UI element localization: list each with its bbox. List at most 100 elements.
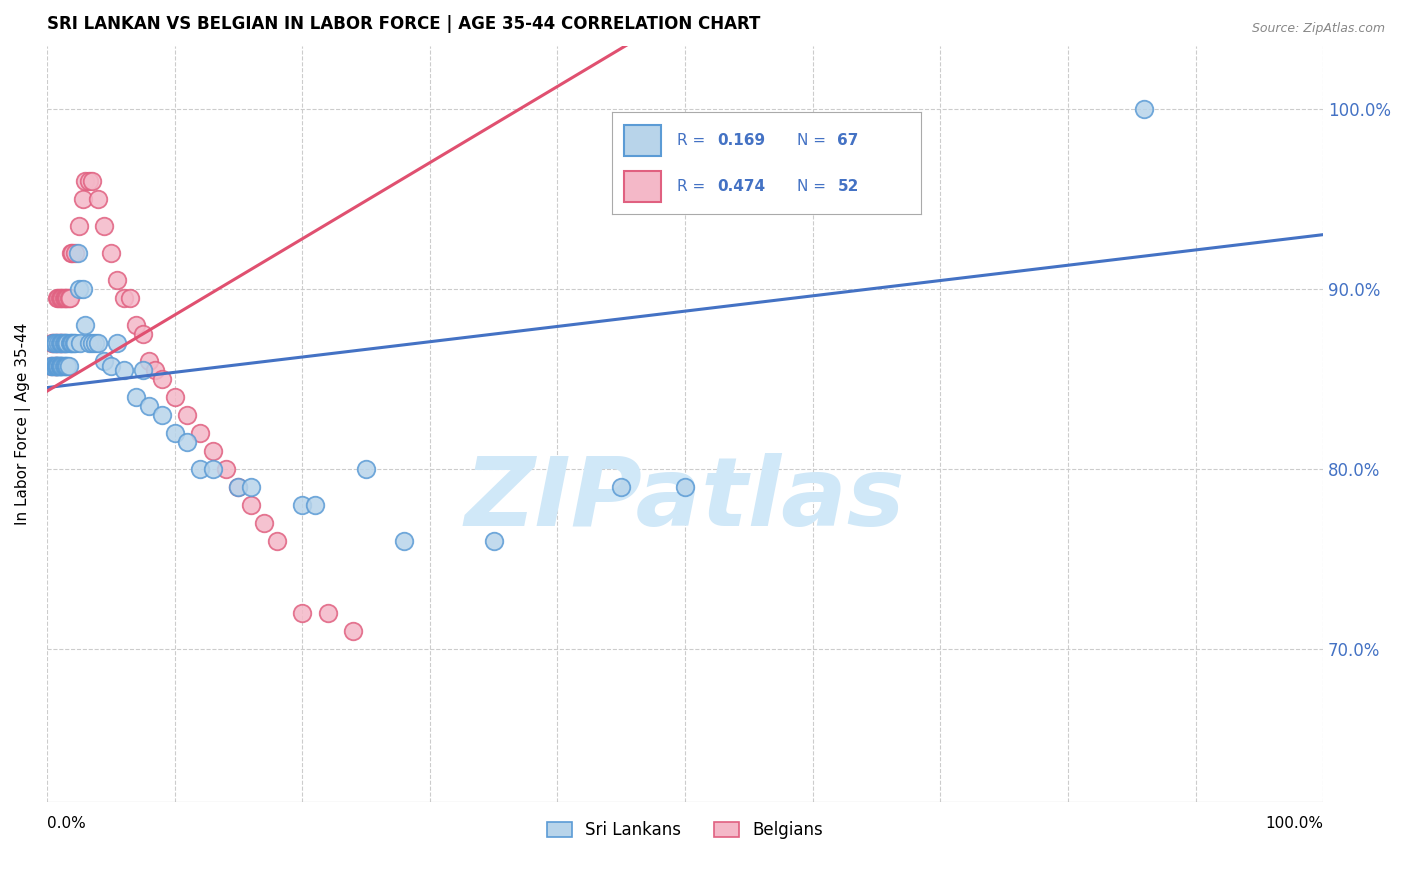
Point: [60, 245, 83, 260]
Point: [354, 461, 377, 475]
Point: [59, 291, 82, 305]
Point: [75, 174, 97, 188]
Point: [49, 335, 72, 350]
Point: [138, 399, 160, 413]
Point: [188, 425, 211, 440]
Point: [112, 362, 135, 376]
Point: [48, 291, 70, 305]
Point: [304, 498, 326, 512]
Point: [55, 359, 77, 373]
Text: ZIPatlas: ZIPatlas: [465, 453, 905, 546]
Point: [48, 359, 70, 373]
Point: [63, 335, 86, 350]
Point: [45, 359, 67, 373]
Point: [610, 480, 633, 494]
Point: [55, 291, 77, 305]
Point: [39, 359, 62, 373]
Y-axis label: In Labor Force | Age 35-44: In Labor Force | Age 35-44: [15, 322, 31, 524]
Point: [46, 335, 69, 350]
Point: [1133, 102, 1156, 116]
Point: [48, 335, 70, 350]
Point: [138, 353, 160, 368]
Text: 0.169: 0.169: [717, 133, 765, 148]
Point: [75, 318, 97, 332]
Point: [67, 219, 90, 233]
Point: [673, 480, 696, 494]
Point: [125, 390, 148, 404]
Point: [77, 174, 100, 188]
Point: [49, 335, 72, 350]
Point: [58, 291, 80, 305]
Point: [48, 359, 70, 373]
Point: [56, 335, 79, 350]
Point: [176, 434, 198, 449]
Point: [48, 335, 70, 350]
Point: [163, 425, 186, 440]
Point: [228, 480, 250, 494]
FancyBboxPatch shape: [624, 171, 661, 202]
Point: [45, 335, 67, 350]
Point: [49, 359, 72, 373]
Point: [44, 359, 66, 373]
Point: [77, 335, 100, 350]
Point: [58, 359, 80, 373]
Point: [100, 245, 122, 260]
Point: [80, 335, 103, 350]
Point: [46, 291, 69, 305]
Point: [52, 359, 75, 373]
Point: [72, 192, 94, 206]
Point: [150, 408, 173, 422]
Point: [46, 359, 69, 373]
Point: [45, 359, 67, 373]
Text: 0.0%: 0.0%: [46, 816, 86, 831]
Point: [46, 359, 69, 373]
Point: [125, 318, 148, 332]
Point: [48, 359, 70, 373]
Point: [201, 443, 224, 458]
Point: [84, 335, 107, 350]
Point: [39, 359, 62, 373]
Point: [41, 359, 63, 373]
Point: [131, 362, 153, 376]
Point: [316, 606, 339, 620]
Point: [49, 291, 72, 305]
Point: [66, 245, 89, 260]
Point: [163, 390, 186, 404]
Point: [63, 245, 86, 260]
Point: [112, 291, 135, 305]
Point: [51, 359, 73, 373]
Point: [188, 461, 211, 475]
Point: [55, 335, 77, 350]
Point: [51, 291, 73, 305]
Text: R =: R =: [676, 179, 710, 194]
Point: [62, 245, 84, 260]
Point: [41, 335, 63, 350]
Point: [87, 192, 110, 206]
Point: [62, 335, 84, 350]
Text: 67: 67: [838, 133, 859, 148]
Point: [131, 326, 153, 341]
Point: [145, 362, 167, 376]
Point: [53, 359, 76, 373]
Point: [240, 498, 263, 512]
Point: [62, 335, 84, 350]
Point: [105, 335, 128, 350]
Point: [87, 335, 110, 350]
Point: [44, 335, 66, 350]
Point: [228, 480, 250, 494]
Point: [93, 219, 115, 233]
Point: [67, 282, 90, 296]
Point: [52, 291, 75, 305]
Point: [93, 353, 115, 368]
Point: [53, 291, 76, 305]
Point: [53, 335, 76, 350]
Point: [42, 359, 65, 373]
Point: [59, 335, 82, 350]
Point: [52, 335, 75, 350]
Text: 0.474: 0.474: [717, 179, 765, 194]
Point: [291, 498, 314, 512]
Point: [60, 335, 83, 350]
Text: 52: 52: [838, 179, 859, 194]
Point: [482, 533, 505, 548]
Text: N =: N =: [797, 179, 831, 194]
